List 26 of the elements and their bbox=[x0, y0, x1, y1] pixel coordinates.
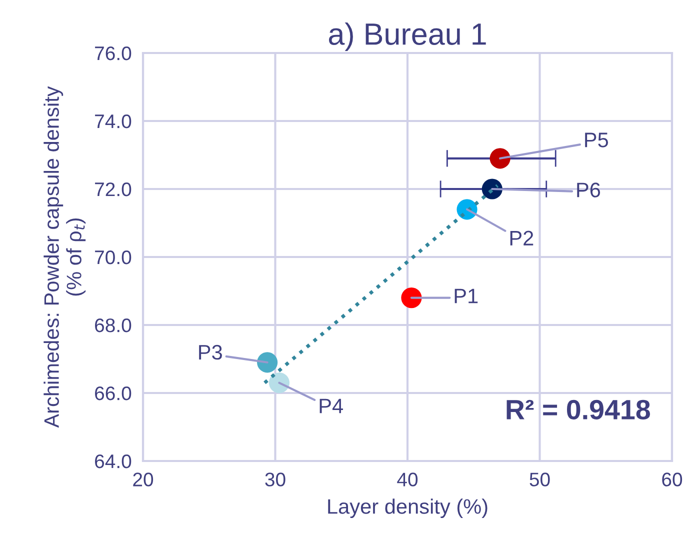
x-tick-label: 40 bbox=[397, 472, 418, 486]
x-tick-label: 50 bbox=[530, 472, 550, 486]
x-axis-title: Layer density (%) bbox=[328, 498, 488, 518]
x-tick-label: 20 bbox=[133, 472, 154, 486]
y-tick-label: 70.0 bbox=[95, 250, 132, 264]
annotation: R² = 0.9418 bbox=[506, 400, 650, 420]
point bbox=[401, 288, 422, 308]
y-tick-label: 66.0 bbox=[95, 386, 132, 400]
series-label: P1 bbox=[454, 288, 478, 304]
chart-title: a) Bureau 1 bbox=[328, 22, 486, 51]
y-tick-label: 74.0 bbox=[95, 114, 132, 128]
text: P6 bbox=[577, 182, 600, 198]
y-tick-label: 64.0 bbox=[95, 454, 132, 468]
series-label: P3 bbox=[199, 344, 222, 360]
y-tick-label: 76.0 bbox=[95, 46, 132, 60]
series-label: P2 bbox=[510, 230, 534, 246]
y-tick-label: 72.0 bbox=[95, 182, 132, 196]
x-tick-label: 60 bbox=[662, 472, 682, 486]
point bbox=[268, 372, 290, 394]
y-tick-label: 68.0 bbox=[95, 318, 132, 332]
point bbox=[257, 352, 278, 373]
text: P5 bbox=[585, 132, 608, 148]
y-axis-title: Archimedes: Powder capsule density (% of ρ$_{t}$) bbox=[44, 86, 86, 428]
point bbox=[490, 148, 510, 169]
x-tick-label: 30 bbox=[265, 472, 286, 486]
series-label: P4 bbox=[320, 398, 343, 414]
